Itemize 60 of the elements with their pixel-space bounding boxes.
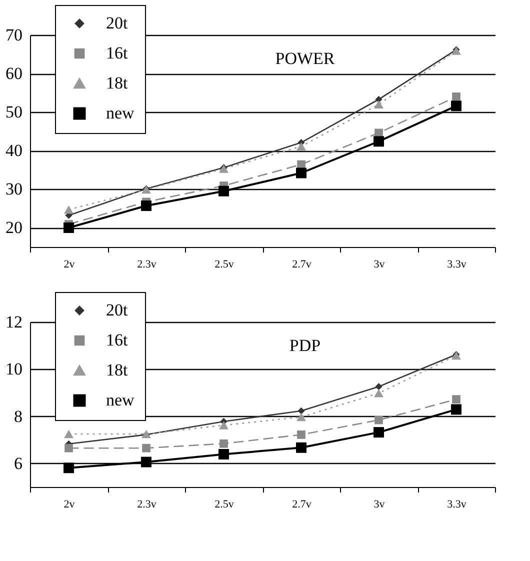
x-tick-label: 2.7v <box>292 258 312 270</box>
point <box>64 444 73 452</box>
x-tick-label: 3.3v <box>447 498 467 510</box>
x-tick-label: 2.3v <box>137 498 157 510</box>
point <box>296 442 306 453</box>
point <box>141 200 152 211</box>
x-tick-label: 2.7v <box>292 498 312 510</box>
legend-label: new <box>106 390 136 410</box>
legend-label: 18t <box>106 360 128 380</box>
y-tick-label: 60 <box>6 64 22 84</box>
point <box>64 206 74 214</box>
point <box>452 395 460 404</box>
y-tick-label: 40 <box>6 141 22 160</box>
point <box>219 421 228 430</box>
legend-label: new <box>106 104 136 122</box>
y-tick-label: 50 <box>6 102 22 122</box>
point <box>375 383 382 390</box>
legend-label: 16t <box>106 330 128 350</box>
y-tick-label: 70 <box>6 26 22 44</box>
point <box>451 404 462 415</box>
point <box>451 100 462 112</box>
point <box>296 412 306 422</box>
y-tick-label: 10 <box>6 360 22 379</box>
point <box>297 430 306 439</box>
point <box>298 407 305 414</box>
x-tick-label: 3v <box>374 498 386 510</box>
point <box>141 456 152 468</box>
y-tick-label: 8 <box>14 406 22 426</box>
x-tick-label: 2v <box>64 258 76 270</box>
x-tick-label: 3.3v <box>447 258 467 270</box>
text: PDP <box>289 336 321 355</box>
point <box>296 168 306 178</box>
legend-label: 16t <box>106 44 128 62</box>
legend-label: 18t <box>106 74 128 92</box>
y-tick-label: 30 <box>6 180 22 199</box>
x-tick-label: 2.5v <box>214 258 234 270</box>
legend-label: 20t <box>106 300 128 320</box>
point <box>374 389 384 398</box>
y-tick-label: 12 <box>6 312 22 332</box>
text: POWER <box>275 49 336 68</box>
point <box>374 100 384 108</box>
point <box>218 448 229 460</box>
point <box>64 430 74 438</box>
x-tick-label: 3v <box>374 258 386 270</box>
point <box>374 416 383 424</box>
point <box>142 444 150 452</box>
point <box>452 92 460 101</box>
y-tick-label: 20 <box>6 218 22 238</box>
x-tick-label: 2.5v <box>214 498 234 510</box>
point <box>220 439 228 448</box>
point <box>296 142 306 151</box>
point <box>218 186 229 196</box>
y-tick-label: 6 <box>14 454 22 473</box>
x-tick-label: 2v <box>64 498 76 510</box>
point <box>374 427 384 438</box>
point <box>374 136 384 147</box>
legend-label: 20t <box>106 14 128 32</box>
point <box>64 462 74 474</box>
x-tick-label: 2.3v <box>137 258 157 270</box>
point <box>64 222 74 233</box>
